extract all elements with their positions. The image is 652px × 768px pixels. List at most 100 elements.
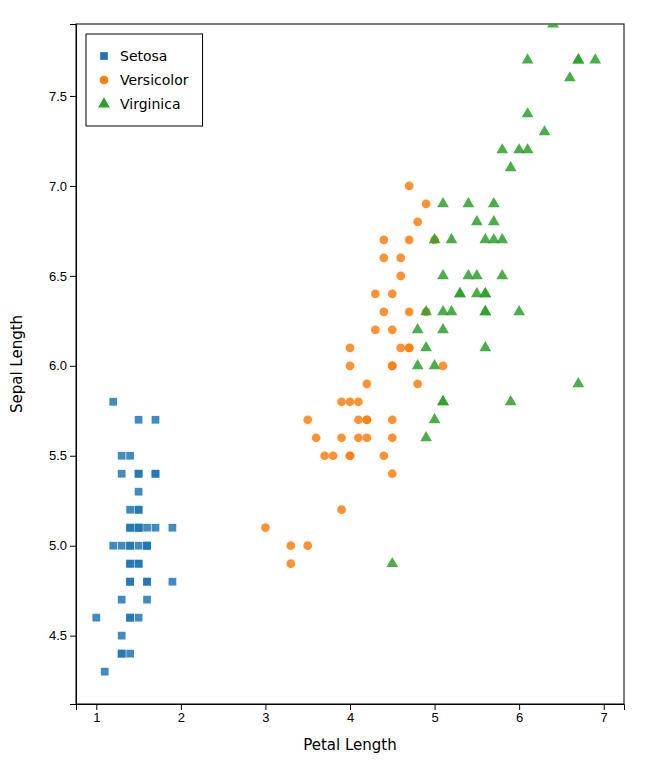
point — [329, 451, 338, 460]
point — [479, 305, 491, 315]
tick-mark — [519, 704, 520, 710]
point — [513, 143, 525, 153]
point — [437, 395, 449, 405]
point — [261, 523, 270, 532]
point — [126, 614, 134, 622]
point — [286, 559, 295, 568]
point — [118, 650, 126, 658]
point — [337, 505, 346, 514]
legend-marker — [100, 76, 109, 85]
point — [437, 197, 449, 207]
legend-item: Versicolor — [100, 72, 189, 88]
legend-label: Versicolor — [120, 72, 189, 88]
point — [479, 233, 491, 243]
tick-label: 2 — [178, 710, 185, 725]
tick-mark — [96, 704, 97, 710]
point — [135, 524, 143, 532]
point — [152, 470, 160, 478]
point — [405, 307, 414, 316]
point — [420, 431, 432, 441]
point — [118, 632, 126, 640]
point — [143, 542, 151, 550]
point — [479, 341, 491, 351]
point — [479, 305, 491, 315]
tick-mark — [70, 456, 76, 457]
point — [496, 269, 508, 279]
tick: 7 — [601, 704, 608, 725]
point — [429, 413, 441, 423]
point — [135, 560, 143, 568]
point — [135, 614, 143, 622]
point — [354, 415, 363, 424]
x-axis-title: Petal Length — [303, 736, 397, 754]
point — [126, 542, 134, 550]
tick: 4 — [347, 704, 354, 725]
point — [437, 269, 449, 279]
series — [92, 398, 176, 676]
point — [371, 325, 380, 334]
point — [522, 53, 534, 63]
point — [572, 377, 584, 387]
point — [388, 289, 397, 298]
point — [446, 305, 458, 315]
tick-label: 3 — [262, 710, 269, 725]
point — [413, 218, 422, 227]
tick: 3 — [262, 704, 269, 725]
legend-label: Setosa — [120, 48, 167, 64]
point — [126, 524, 134, 532]
tick-label: 7.0 — [49, 179, 67, 194]
point — [422, 200, 431, 209]
point — [152, 524, 160, 532]
tick-mark — [70, 186, 76, 187]
point — [454, 287, 466, 297]
point — [388, 433, 397, 442]
point — [420, 305, 432, 315]
point — [135, 506, 143, 514]
point — [405, 343, 414, 352]
point — [363, 433, 372, 442]
point — [522, 107, 534, 117]
point — [126, 578, 134, 586]
point — [420, 341, 432, 351]
legend-box — [86, 34, 203, 126]
point — [126, 560, 134, 568]
point — [303, 415, 312, 424]
point — [143, 578, 151, 586]
point — [572, 53, 584, 63]
point — [396, 253, 405, 262]
point — [379, 236, 388, 245]
tick-mark — [70, 276, 76, 277]
tick-label: 5.0 — [49, 538, 67, 553]
point — [388, 325, 397, 334]
point — [454, 287, 466, 297]
tick: 4.5 — [49, 628, 76, 643]
point — [412, 359, 424, 369]
point — [346, 361, 355, 370]
point — [135, 470, 143, 478]
point — [312, 433, 321, 442]
point — [126, 560, 134, 568]
axis-line — [70, 25, 77, 705]
point — [488, 197, 500, 207]
point — [429, 233, 441, 243]
point — [135, 524, 143, 532]
point — [135, 416, 143, 424]
point — [572, 53, 584, 63]
series — [261, 182, 447, 569]
point — [286, 541, 295, 550]
point — [354, 433, 363, 442]
tick-mark — [70, 546, 76, 547]
point — [143, 542, 151, 550]
tick: 7.0 — [49, 179, 76, 194]
point — [354, 397, 363, 406]
point — [463, 197, 475, 207]
tick-label: 6 — [516, 710, 523, 725]
point — [437, 395, 449, 405]
point — [109, 398, 117, 406]
point — [405, 236, 414, 245]
point — [135, 506, 143, 514]
point — [169, 524, 177, 532]
tick-label: 1 — [93, 710, 100, 725]
point — [371, 289, 380, 298]
axis-line — [77, 705, 625, 711]
